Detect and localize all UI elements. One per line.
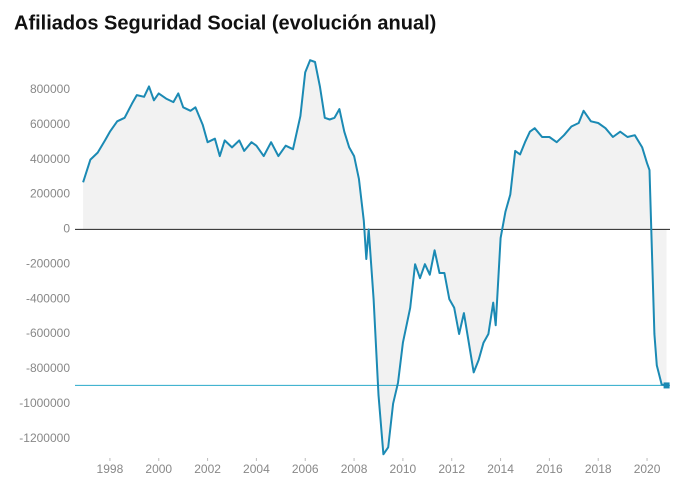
x-tick-label: 2020 — [634, 462, 661, 476]
x-tick-label: 2000 — [145, 462, 172, 476]
end-marker — [663, 382, 670, 389]
x-tick-label: 1998 — [97, 462, 124, 476]
y-tick-label: -1000000 — [19, 396, 70, 410]
x-tick-label: 2018 — [585, 462, 612, 476]
y-tick-label: -1200000 — [19, 431, 70, 445]
area-fill — [83, 60, 667, 455]
line — [82, 59, 667, 456]
x-tick-label: 2006 — [292, 462, 319, 476]
y-tick-label: -400000 — [26, 291, 70, 305]
y-tick-label: 400000 — [30, 152, 70, 166]
x-tick-label: 2016 — [536, 462, 563, 476]
y-tick-label: 200000 — [30, 187, 70, 201]
x-tick-label: 2004 — [243, 462, 270, 476]
chart-title: Afiliados Seguridad Social (evolución an… — [14, 12, 436, 34]
x-tick-label: 2008 — [341, 462, 368, 476]
x-tick-label: 2012 — [438, 462, 465, 476]
y-tick-label: 800000 — [30, 82, 70, 96]
y-tick-label: 0 — [63, 222, 70, 236]
x-tick-label: 2002 — [194, 462, 221, 476]
y-tick-label: -200000 — [26, 256, 70, 270]
y-tick-label: 600000 — [30, 117, 70, 131]
y-tick-label: -800000 — [26, 361, 70, 375]
x-tick-label: 2010 — [390, 462, 417, 476]
y-tick-label: -600000 — [26, 326, 70, 340]
x-tick-label: 2014 — [487, 462, 514, 476]
